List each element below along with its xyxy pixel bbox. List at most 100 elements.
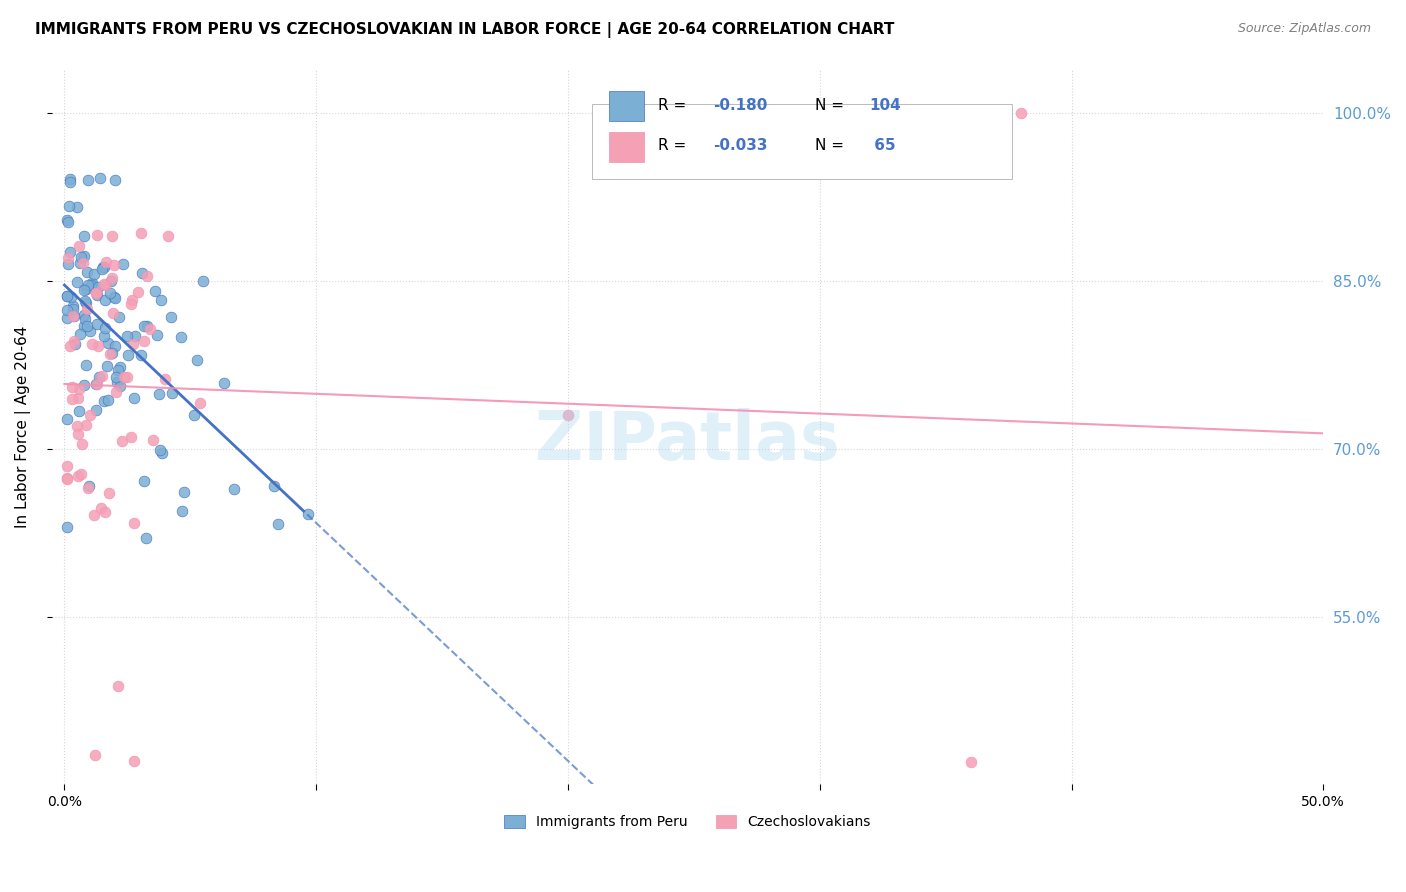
Point <box>77 481 100 495</box>
Point <box>73 249 96 263</box>
Point <box>86 287 108 301</box>
Point <box>56 251 79 265</box>
Point <box>63 334 86 349</box>
Point <box>84 403 107 417</box>
Point <box>67 468 90 483</box>
Point <box>122 391 145 405</box>
Point <box>101 228 124 243</box>
Point <box>117 349 139 363</box>
Point <box>105 375 128 389</box>
Point <box>84 285 107 300</box>
Point <box>139 322 162 336</box>
Point <box>84 748 107 763</box>
Point <box>127 285 149 300</box>
Point <box>122 755 145 769</box>
Point <box>107 363 129 377</box>
Point <box>115 328 138 343</box>
Point <box>67 382 90 396</box>
Point <box>107 680 129 694</box>
Point <box>60 290 83 304</box>
Point <box>124 329 146 343</box>
Point <box>120 297 142 311</box>
Point <box>93 277 115 292</box>
Point <box>131 266 153 280</box>
Point <box>56 458 79 473</box>
Point <box>86 317 108 331</box>
Point <box>94 321 117 335</box>
Point <box>72 318 94 333</box>
Point <box>557 409 579 423</box>
Point <box>160 310 183 324</box>
Point <box>56 213 79 227</box>
Point <box>91 260 114 274</box>
Point <box>104 384 127 399</box>
Point <box>79 408 101 422</box>
Point <box>148 387 170 401</box>
Point <box>98 486 121 500</box>
Point <box>59 172 82 186</box>
Point <box>75 359 97 373</box>
Point <box>90 369 112 384</box>
Point <box>75 282 97 296</box>
Point <box>134 319 156 334</box>
Point <box>80 276 103 290</box>
Point <box>93 260 115 275</box>
Point <box>93 394 115 409</box>
Point <box>90 501 112 516</box>
Point <box>72 256 94 270</box>
Point <box>1010 106 1032 120</box>
Point <box>186 352 208 367</box>
Point <box>104 291 127 305</box>
Point <box>89 171 111 186</box>
Point <box>132 474 155 488</box>
Point <box>66 275 89 289</box>
Point <box>60 380 83 394</box>
Point <box>100 271 122 285</box>
Point <box>56 302 79 317</box>
Point <box>191 274 214 288</box>
Point <box>263 479 285 493</box>
Point <box>104 173 127 187</box>
Point <box>117 370 139 384</box>
Point <box>67 238 90 252</box>
Point <box>56 310 79 325</box>
Point <box>103 259 125 273</box>
Point <box>94 505 117 519</box>
Point <box>70 436 93 450</box>
Text: Source: ZipAtlas.com: Source: ZipAtlas.com <box>1237 22 1371 36</box>
Point <box>121 293 143 308</box>
Point <box>73 294 96 309</box>
Text: IMMIGRANTS FROM PERU VS CZECHOSLOVAKIAN IN LABOR FORCE | AGE 20-64 CORRELATION C: IMMIGRANTS FROM PERU VS CZECHOSLOVAKIAN … <box>35 22 894 38</box>
Point <box>79 324 101 338</box>
Point <box>58 214 80 228</box>
Point <box>62 299 84 313</box>
Point <box>120 430 142 444</box>
Text: -0.180: -0.180 <box>713 97 768 112</box>
Point <box>76 265 98 279</box>
Point <box>58 245 80 260</box>
Point <box>170 504 193 518</box>
Point <box>98 346 121 360</box>
Point <box>75 417 97 432</box>
Point <box>124 516 146 530</box>
Point <box>114 370 136 384</box>
Point <box>98 285 121 300</box>
Text: R =: R = <box>658 97 692 112</box>
Point <box>93 277 115 292</box>
Point <box>87 369 110 384</box>
Point <box>135 531 157 545</box>
Point <box>59 339 82 353</box>
Point <box>153 372 176 386</box>
Point <box>267 516 290 531</box>
Point <box>63 309 86 323</box>
Point <box>94 293 117 307</box>
Point <box>110 379 132 393</box>
Point <box>84 376 107 391</box>
Point <box>183 409 205 423</box>
Point <box>142 434 165 448</box>
Point <box>56 520 79 534</box>
Point <box>214 376 236 391</box>
Point <box>56 412 79 426</box>
Point <box>104 369 127 384</box>
Point <box>101 306 124 320</box>
